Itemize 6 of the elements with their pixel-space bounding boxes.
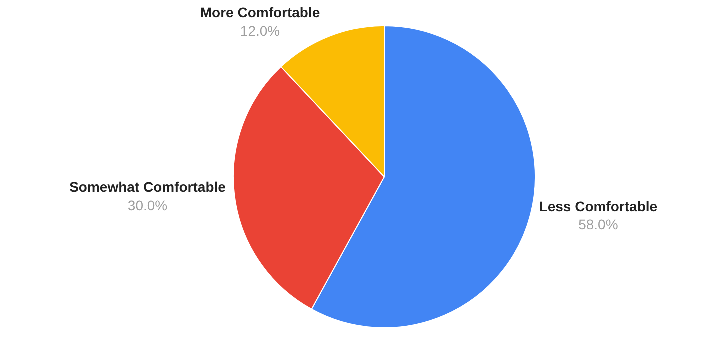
slice-label: Less Comfortable (539, 198, 658, 215)
data-label: 58.0% (578, 216, 618, 233)
data-label: 12.0% (240, 22, 280, 39)
slice-label: Somewhat Comfortable (70, 179, 226, 196)
slice-label: More Comfortable (200, 4, 320, 21)
data-label: 30.0% (128, 197, 168, 214)
